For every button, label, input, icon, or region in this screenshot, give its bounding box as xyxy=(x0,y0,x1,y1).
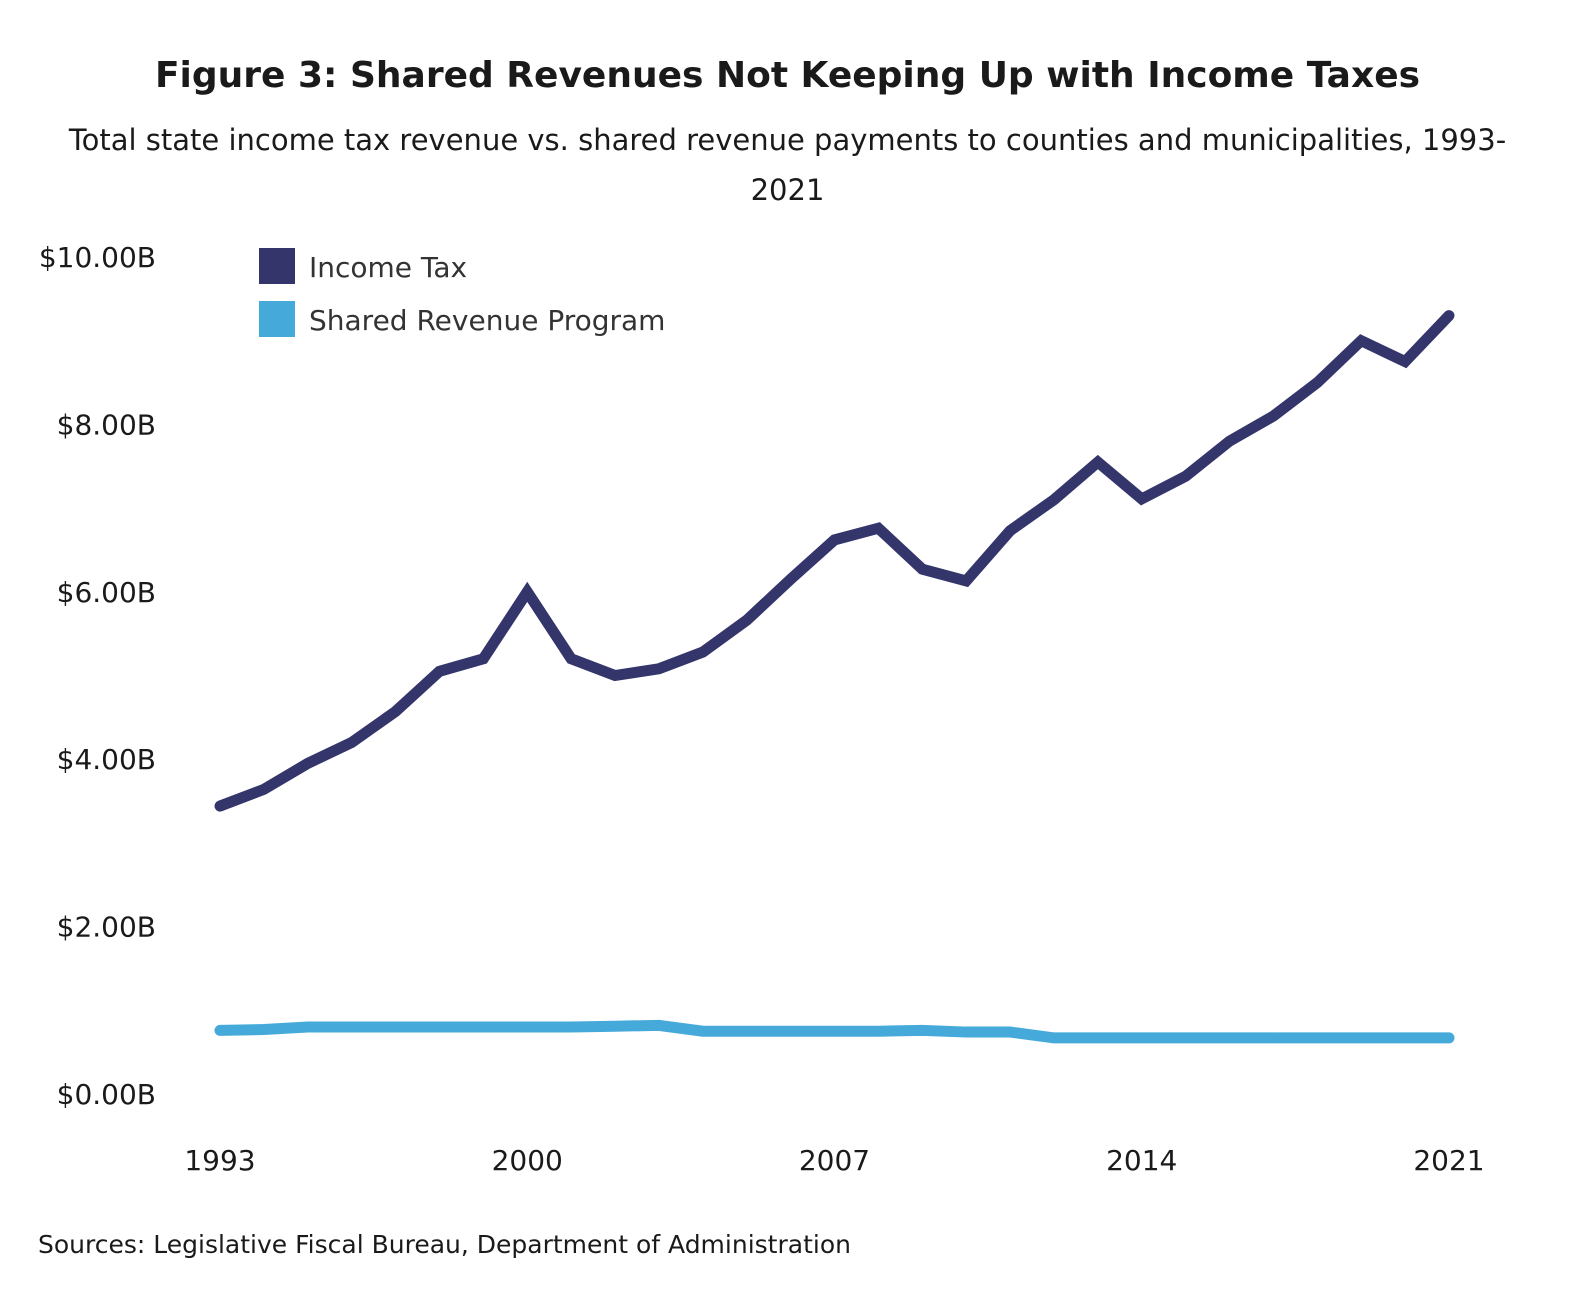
series-line-shared-revenue-program xyxy=(214,1019,1455,1044)
y-tick-label: $6.00B xyxy=(57,576,156,609)
legend-swatch xyxy=(259,301,295,337)
series-line-income-tax xyxy=(214,310,1455,812)
x-tick-label: 2000 xyxy=(492,1144,563,1177)
x-tick-label: 2007 xyxy=(799,1144,870,1177)
chart-source: Sources: Legislative Fiscal Bureau, Depa… xyxy=(38,1230,851,1259)
legend-label: Shared Revenue Program xyxy=(309,304,665,337)
y-tick-label: $4.00B xyxy=(57,743,156,776)
x-tick-label: 1993 xyxy=(184,1144,255,1177)
x-tick-label: 2021 xyxy=(1413,1144,1484,1177)
legend-swatch xyxy=(259,248,295,284)
chart-title: Figure 3: Shared Revenues Not Keeping Up… xyxy=(154,55,1421,96)
y-tick-label: $0.00B xyxy=(57,1078,156,1111)
x-tick-label: 2014 xyxy=(1106,1144,1177,1177)
y-tick-label: $2.00B xyxy=(57,911,156,944)
legend-label: Income Tax xyxy=(309,251,467,284)
y-tick-label: $10.00B xyxy=(39,241,156,274)
chart-subtitle: Total state income tax revenue vs. share… xyxy=(68,123,1507,207)
y-tick-label: $8.00B xyxy=(57,408,156,441)
